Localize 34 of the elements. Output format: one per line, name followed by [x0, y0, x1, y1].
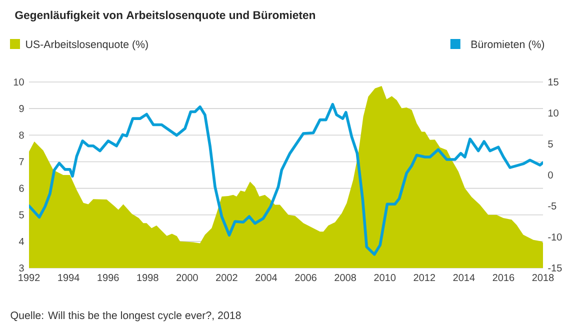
y-tick-label: 9	[19, 105, 24, 112]
x-tick-label: 2016	[492, 274, 514, 282]
y2-tick-label: 15	[548, 78, 558, 86]
x-tick-label: 2008	[334, 274, 356, 282]
legend-label: Büromieten (%)	[472, 40, 544, 50]
y-tick-label: 10	[14, 78, 24, 86]
x-tick-label: 2002	[216, 274, 238, 282]
x-tick-label: 2004	[256, 274, 278, 282]
y2-tick-label: 10	[548, 109, 558, 117]
y-tick-label: 3	[19, 264, 24, 272]
source-note: Quelle: Will this be the longest cycle ever?, 2018	[10, 311, 241, 322]
y-tick-label: 5	[19, 211, 24, 218]
line-series	[29, 102, 544, 256]
y-tick-label: 4	[18, 238, 24, 245]
x-tick-label: 2014	[453, 274, 475, 282]
chart-title: Gegenläufigkeit von Arbeitslosenquote und Büromieten	[15, 10, 315, 22]
x-tick-label: 1994	[58, 274, 80, 282]
legend-label: US-Arbeitslosenquote (%)	[26, 40, 148, 50]
y2-tick-label: -5	[548, 202, 556, 210]
x-tick-label: 1998	[137, 274, 158, 282]
x-tick-label: 2010	[374, 274, 396, 282]
y-tick-label: 8	[19, 132, 24, 139]
x-tick-label: 2012	[414, 274, 436, 282]
x-tick-label: 2000	[176, 274, 198, 282]
y2-tick-label: -15	[548, 264, 562, 272]
y2-tick-label: 5	[548, 140, 553, 148]
y-tick-label: 7	[19, 158, 24, 166]
y2-tick-label: -10	[548, 233, 562, 241]
x-tick-label: 1996	[98, 274, 119, 282]
y2-tick-label: 0	[548, 171, 553, 179]
x-tick-label: 2006	[295, 274, 316, 282]
x-tick-label: 2018	[532, 274, 554, 282]
x-tick-label: 1992	[18, 274, 40, 282]
y-tick-label: 6	[19, 184, 24, 192]
